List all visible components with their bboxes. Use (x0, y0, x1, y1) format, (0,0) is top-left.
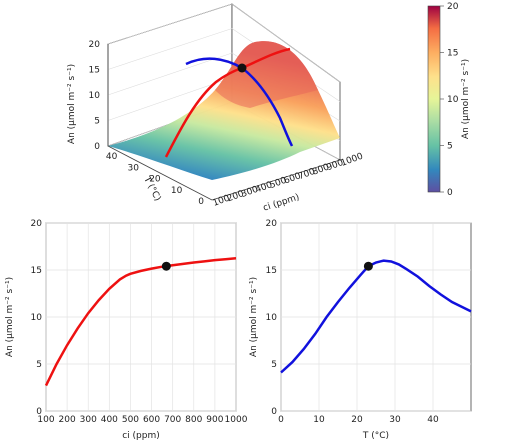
y-tick-label: 15 (266, 266, 277, 276)
surface-plot: 0510152001020304010020030040050060070080… (67, 3, 365, 214)
y-tick-label: 10 (171, 186, 183, 196)
x-tick-label: 800 (185, 415, 202, 425)
wall-grid-line (107, 28, 233, 70)
ci-response-line (44, 257, 237, 387)
colorbar-tick-label: 0 (447, 188, 453, 198)
temperature-response-plot: 0 10 20 30 40 0 5 10 15 20 T (°C) An (μmol m⁻² s⁻… (249, 219, 472, 441)
surface-xlabel: ci (ppm) (262, 193, 301, 214)
colorbar-tick-label: 15 (447, 49, 458, 59)
surface-zlabel: An (μmol m⁻² s⁻¹) (67, 64, 77, 144)
t-plot-ticks: 0 10 20 30 40 0 5 10 15 20 (266, 219, 439, 425)
ci-slice-line (164, 47, 291, 158)
ci-plot-xlabel: ci (ppm) (122, 431, 160, 441)
x-tick-label: 700 (164, 415, 181, 425)
t-slice-line (185, 57, 294, 147)
z-tick-label: 10 (89, 91, 101, 101)
y-tick-label: 5 (36, 360, 42, 370)
x-axis-line (211, 159, 341, 201)
t-plot-marker (363, 261, 373, 271)
x-tick-label: 500 (122, 415, 139, 425)
y-tick-label: 20 (149, 175, 161, 185)
x-tick-label: 1000 (225, 415, 248, 425)
x-tick-label: 20 (351, 415, 363, 425)
y-tick-label: 20 (31, 219, 43, 229)
colorbar-tick-label: 5 (447, 142, 453, 152)
t-plot-xlabel: T (°C) (362, 431, 389, 441)
z-tick-label: 15 (89, 66, 100, 76)
z-tick-label: 20 (89, 40, 101, 50)
surface-marker (237, 63, 247, 73)
x-tick-label: 400 (101, 415, 118, 425)
y-tick-label: 0 (271, 407, 277, 417)
colorbar-tick-label: 20 (447, 2, 459, 12)
wall-grid-line (231, 3, 341, 83)
x-tick-label: 100 (37, 415, 54, 425)
z-tick-label: 0 (94, 142, 100, 152)
t-plot-grid (280, 222, 471, 412)
colorbar-gradient (427, 5, 441, 193)
y-tick-label: 20 (266, 219, 278, 229)
y-tick-label: 10 (266, 313, 278, 323)
ci-plot-grid (45, 222, 237, 412)
colorbar: 0 5 10 15 20 An (μmol m⁻² s⁻¹) (427, 2, 471, 198)
colorbar-ticks: 0 5 10 15 20 (440, 2, 459, 198)
x-tick-label: 10 (313, 415, 325, 425)
ci-response-plot: 100 200 300 400 500 600 700 800 900 100005101520 … (5, 219, 248, 441)
y-axis-line (107, 145, 213, 201)
ci-plot-ylabel: An (μmol m⁻² s⁻¹) (5, 277, 15, 357)
wall-grid-line (107, 3, 233, 45)
colorbar-tick-label: 10 (447, 95, 459, 105)
t-response-line (280, 259, 472, 374)
x-tick-label: 30 (389, 415, 401, 425)
surface-ridge-shade (215, 41, 318, 108)
y-tick-label: 15 (31, 266, 42, 276)
y-tick-label: 0 (36, 407, 42, 417)
y-tick-label: 10 (31, 313, 43, 323)
y-tick-label: 30 (128, 163, 140, 173)
x-tick-label: 600 (143, 415, 160, 425)
surface (108, 41, 340, 180)
ci-plot-marker (161, 261, 171, 271)
y-tick-label: 0 (198, 197, 204, 207)
x-tick-label: 40 (427, 415, 439, 425)
ci-plot-ticks: 100 200 300 400 500 600 700 800 900 1000 0 5 10 15 20 (31, 219, 248, 425)
t-plot-ylabel: An (μmol m⁻² s⁻¹) (249, 277, 259, 357)
y-tick-label: 5 (271, 360, 277, 370)
y-tick-label: 40 (106, 152, 118, 162)
x-tick-label: 200 (59, 415, 76, 425)
z-tick-label: 5 (94, 117, 100, 127)
x-tick-label: 300 (80, 415, 97, 425)
wall-grid-line (107, 52, 233, 96)
x-tick-label: 0 (278, 415, 284, 425)
x-tick-label: 900 (206, 415, 223, 425)
x-tick-label: 1000 (340, 151, 365, 168)
colorbar-label: An (μmol m⁻² s⁻¹) (461, 59, 471, 139)
